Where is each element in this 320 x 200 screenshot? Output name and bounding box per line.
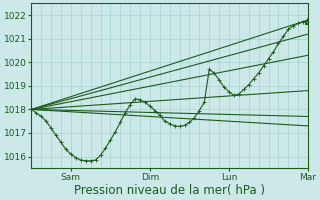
- X-axis label: Pression niveau de la mer( hPa ): Pression niveau de la mer( hPa ): [74, 184, 265, 197]
